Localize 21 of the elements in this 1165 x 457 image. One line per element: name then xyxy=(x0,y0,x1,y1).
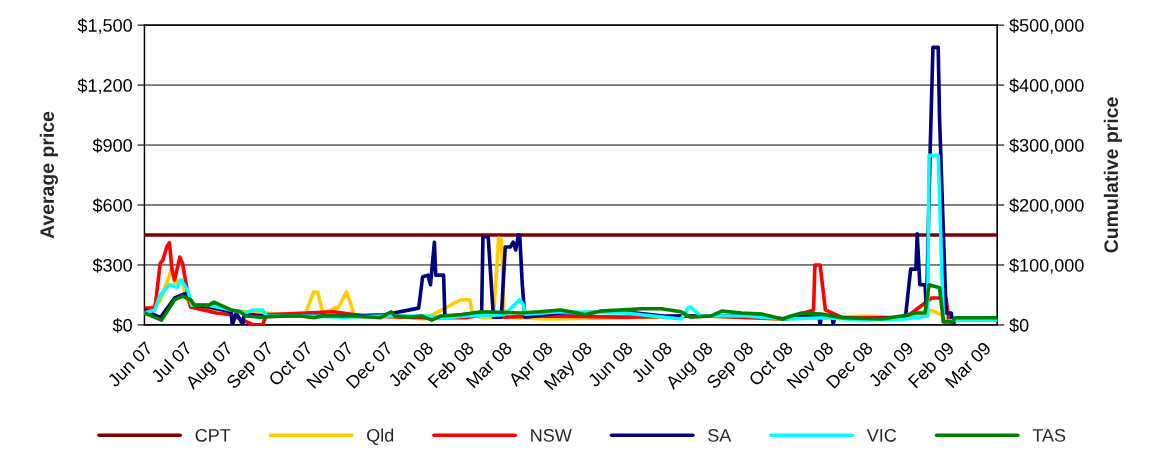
y-tick-label: $600 xyxy=(92,198,132,213)
y-tick-label: $1,500 xyxy=(77,18,132,34)
legend-label: NSW xyxy=(531,428,572,442)
y-tick-label: $0 xyxy=(112,318,132,333)
legend-label: Qld xyxy=(367,428,394,445)
y2-tick-label: $300,000 xyxy=(1009,138,1084,154)
legend-label: SA xyxy=(708,428,732,442)
y2-tick-label: $500,000 xyxy=(1009,18,1084,34)
y-tick-label: $1,200 xyxy=(77,78,132,94)
legend-label: VIC xyxy=(866,428,897,442)
legend-label: CPT xyxy=(195,428,231,442)
y2-tick-label: $400,000 xyxy=(1009,78,1084,94)
y2-tick-label: $200,000 xyxy=(1009,198,1084,214)
y-axis-title: Average price xyxy=(39,111,58,239)
y-tick-label: $900 xyxy=(92,138,132,153)
y2-tick-label: $0 xyxy=(1009,318,1029,333)
y2-tick-label: $100,000 xyxy=(1009,258,1084,274)
x-tick-label: Jun 07 xyxy=(106,341,154,388)
y2-axis-title: Cumulative price xyxy=(1103,97,1122,253)
y-tick-label: $300 xyxy=(92,258,132,273)
legend-label: TAS xyxy=(1032,428,1066,442)
